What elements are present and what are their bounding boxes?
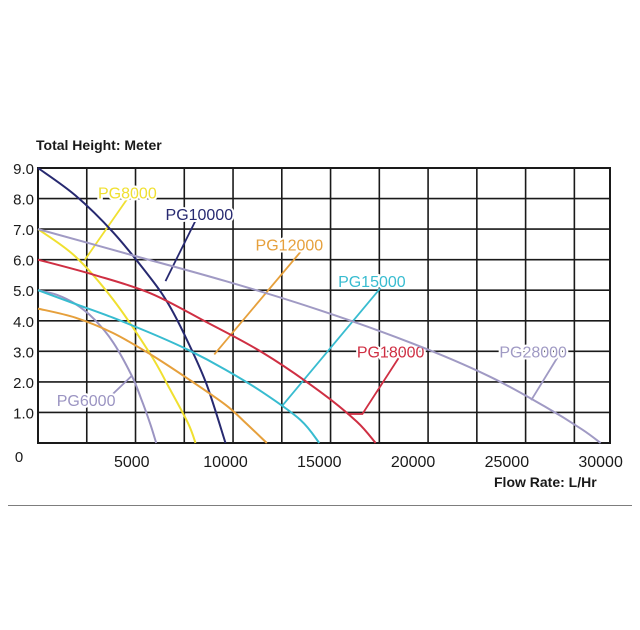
series-line-pg15000 bbox=[37, 289, 321, 444]
bottom-divider bbox=[8, 505, 632, 506]
leader-line-pg12000 bbox=[213, 246, 305, 355]
x-tick-label-2: 15000 bbox=[297, 454, 342, 471]
series-line-pg8000 bbox=[37, 228, 197, 444]
series-line-pg6000 bbox=[37, 289, 158, 444]
plot-frame bbox=[37, 167, 611, 444]
series-line-pg10000 bbox=[37, 167, 227, 444]
x-tick-label-4: 25000 bbox=[485, 454, 530, 471]
x-tick-label-1: 10000 bbox=[203, 454, 248, 471]
leader-line-pg15000 bbox=[281, 286, 382, 407]
series-line-pg12000 bbox=[37, 307, 268, 444]
origin-label: 0 bbox=[15, 449, 23, 466]
series-label-pg6000: PG6000 bbox=[57, 393, 116, 410]
y-tick-label-3: 4.0 bbox=[13, 314, 34, 331]
x-tick-label-5: 30000 bbox=[578, 454, 623, 471]
leader-line-pg18000 bbox=[347, 355, 401, 415]
series-label-pg12000: PG12000 bbox=[256, 237, 324, 254]
y-tick-label-8: 9.0 bbox=[13, 161, 34, 178]
series-label-pg18000: PG18000 bbox=[357, 344, 425, 361]
y-tick-label-4: 5.0 bbox=[13, 283, 34, 300]
leader-line-pg6000 bbox=[110, 375, 133, 397]
x-axis-title: Flow Rate: L/Hr bbox=[494, 474, 597, 490]
x-tick-label-0: 5000 bbox=[114, 454, 150, 471]
y-tick-label-5: 6.0 bbox=[13, 253, 34, 270]
y-tick-label-7: 8.0 bbox=[13, 192, 34, 209]
y-axis-title: Total Height: Meter bbox=[36, 137, 162, 153]
series-line-pg28000 bbox=[37, 228, 602, 444]
series-label-pg15000: PG15000 bbox=[338, 274, 406, 291]
y-tick-label-6: 7.0 bbox=[13, 222, 34, 239]
series-label-pg8000: PG8000 bbox=[98, 185, 157, 202]
leader-line-pg28000 bbox=[530, 356, 559, 401]
y-tick-label-1: 2.0 bbox=[13, 375, 34, 392]
leader-line-pg10000 bbox=[164, 216, 199, 282]
series-line-pg18000 bbox=[37, 258, 377, 444]
y-tick-label-0: 1.0 bbox=[13, 405, 34, 422]
series-label-pg28000: PG28000 bbox=[499, 344, 567, 361]
y-tick-label-2: 3.0 bbox=[13, 344, 34, 361]
series-label-pg10000: PG10000 bbox=[166, 207, 234, 224]
x-tick-label-3: 20000 bbox=[391, 454, 436, 471]
